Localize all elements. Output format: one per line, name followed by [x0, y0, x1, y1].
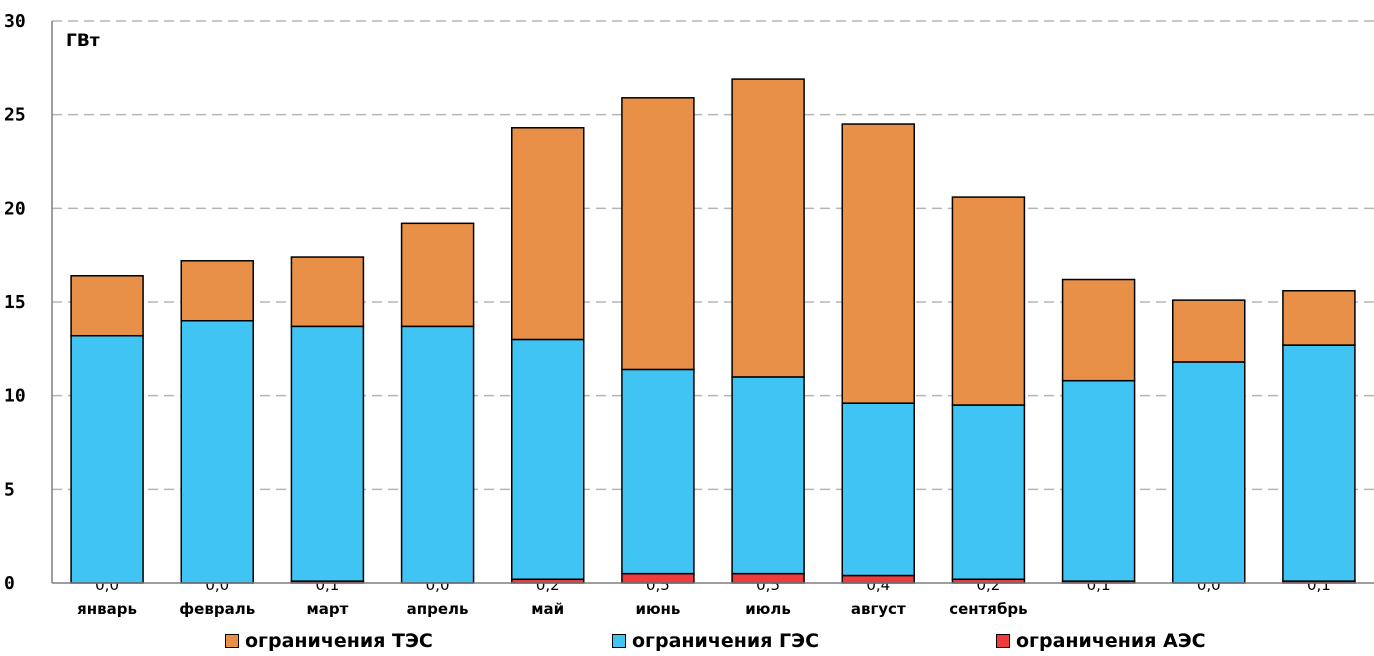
- bar-segment: [180, 260, 254, 322]
- bar-segment: [1282, 290, 1356, 346]
- legend-label-aes: ограничения АЭС: [1016, 630, 1206, 652]
- bar-segment: [731, 376, 805, 575]
- axes: 0 5 10 15 20 25 30 январь февраль март апрель май ию…: [4, 11, 1374, 618]
- y-tick-label: 0: [4, 573, 15, 594]
- bar-segment: [1172, 299, 1246, 363]
- bar-segment: [70, 275, 144, 337]
- bar-segment: [841, 574, 915, 584]
- bars: 0,013,23,20,014,03,20,113,63,70,013,75,5…: [70, 78, 1356, 594]
- bar-segment: [731, 572, 805, 584]
- y-tick-label: 15: [4, 292, 26, 313]
- y-tick-label: 5: [4, 479, 15, 500]
- bar-segment: [1282, 344, 1356, 582]
- bar-segment: [511, 127, 585, 341]
- x-category-label: январь: [77, 600, 137, 618]
- bar-segment: [621, 97, 695, 371]
- bar-segment: [1061, 379, 1136, 582]
- bar-segment: [400, 222, 475, 328]
- bar-segment: [400, 325, 475, 584]
- grid-lines: [52, 20, 1374, 491]
- legend-item-aes: ограничения АЭС: [996, 630, 1206, 652]
- bar-segment: [70, 334, 144, 584]
- bar-segment: [290, 325, 365, 582]
- legend-swatch-ges: [612, 634, 626, 648]
- bar-segment: [841, 402, 915, 577]
- y-tick-label: 20: [4, 198, 26, 219]
- data-labels: 0,013,23,20,014,03,20,113,63,70,013,75,5…: [89, 220, 1338, 594]
- legend-swatch-tes: [225, 634, 239, 648]
- stacked-bar-chart: 0,013,23,20,014,03,20,113,63,70,013,75,5…: [4, 11, 1374, 618]
- x-category-label: сентябрь: [949, 600, 1027, 618]
- y-unit-label: ГВт: [66, 31, 100, 51]
- legend-item-tes: ограничения ТЭС: [225, 630, 433, 652]
- bar-segment: [951, 404, 1026, 581]
- x-category-label: март: [307, 600, 349, 618]
- bar-segment: [621, 572, 695, 584]
- bar-segment: [951, 196, 1026, 406]
- bar-segment: [511, 338, 585, 581]
- bar-segment: [731, 78, 805, 378]
- legend-item-ges: ограничения ГЭС: [612, 630, 819, 652]
- legend-label-ges: ограничения ГЭС: [632, 630, 820, 652]
- y-tick-label: 10: [4, 386, 26, 407]
- bar-segment: [1061, 278, 1136, 382]
- bar-segment: [290, 256, 365, 328]
- legend: ограничения ТЭС ограничения ГЭС ограниче…: [0, 630, 1374, 656]
- legend-label-tes: ограничения ТЭС: [245, 630, 433, 652]
- x-category-label: май: [531, 600, 564, 618]
- bar-segment: [621, 368, 695, 575]
- x-category-label: февраль: [179, 600, 255, 618]
- y-tick-label: 25: [4, 105, 26, 126]
- bar-segment: [1172, 361, 1246, 584]
- x-category-label: июль: [745, 600, 791, 618]
- x-category-label: август: [851, 600, 906, 618]
- legend-swatch-aes: [996, 634, 1010, 648]
- bar-segment: [180, 319, 254, 584]
- x-category-label: июнь: [635, 600, 680, 618]
- y-tick-label: 30: [4, 11, 26, 32]
- x-category-label: апрель: [407, 600, 469, 618]
- bar-segment: [841, 123, 915, 404]
